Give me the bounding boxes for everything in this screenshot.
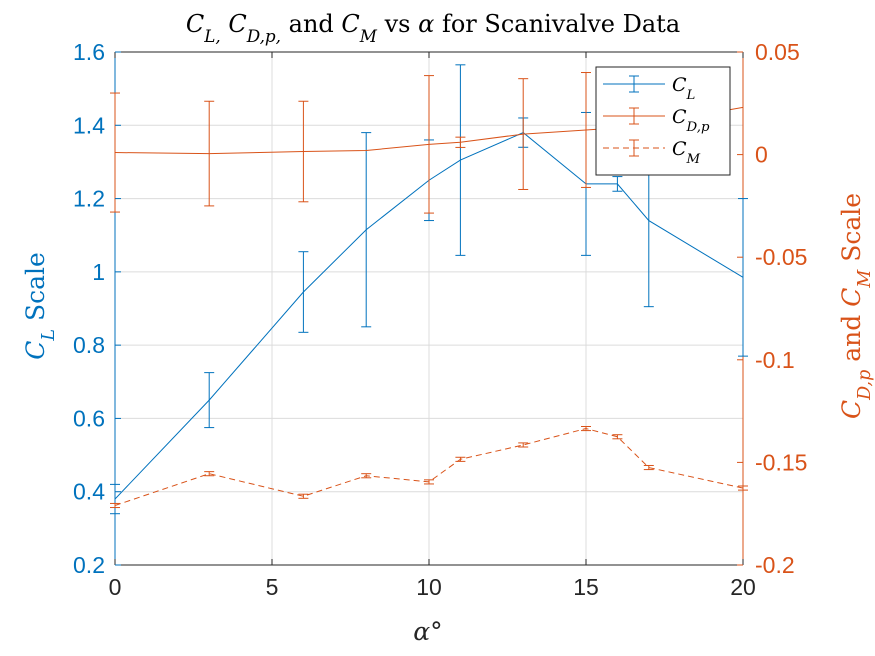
x-tick-label: 20 <box>730 574 756 600</box>
error-bar-cm <box>110 502 120 509</box>
legend-label: CL <box>672 74 696 103</box>
y-right-tick-label: 0 <box>755 142 768 168</box>
y-left-tick-label: 1.6 <box>73 39 105 65</box>
legend-item-cl: CL <box>603 74 696 103</box>
error-bar-cl <box>738 198 748 357</box>
error-bar-cl <box>110 483 120 515</box>
error-bar-cm <box>581 425 591 432</box>
error-bar-cm <box>455 456 466 462</box>
error-bar-cm <box>424 479 434 485</box>
error-bar-cdp <box>204 100 215 207</box>
y-right-tick-label: -0.1 <box>755 347 795 373</box>
error-bar-cl <box>298 251 309 333</box>
error-bar-cm <box>204 471 215 477</box>
series-layer <box>110 64 748 515</box>
error-bar-cm <box>361 473 372 479</box>
error-bar-cl <box>361 132 372 328</box>
y-left-tick-label: 0.8 <box>73 332 105 358</box>
legend-label: CD,p <box>672 106 710 135</box>
y-right-tick-label: -0.05 <box>755 244 807 270</box>
x-tick-label: 5 <box>266 574 279 600</box>
error-bar-cm <box>738 485 748 491</box>
error-bar-cl <box>455 64 466 256</box>
error-bar-cm <box>518 442 529 448</box>
y-left-tick-label: 0.2 <box>73 552 105 578</box>
legend-item-cm: CM <box>603 138 701 167</box>
x-tick-label: 10 <box>416 574 442 600</box>
error-bar-cm <box>643 464 654 471</box>
x-tick-label: 15 <box>573 574 599 600</box>
error-bar-cm <box>612 434 623 440</box>
ticks-layer: 0 5 10 15 20 0.2 0.4 0.6 0.8 1 1.2 1.4 1.6 -0.2 -0.15 -… <box>73 39 807 600</box>
error-bar-cdp <box>110 92 120 213</box>
error-bar-cl <box>612 176 623 192</box>
y-left-tick-label: 0.4 <box>73 479 105 505</box>
error-bar-cl <box>204 372 215 429</box>
y-right-tick-label: 0.05 <box>755 39 800 65</box>
legend: CL CD,p CM <box>595 66 731 176</box>
y-axis-left-label: CL Scale <box>21 252 59 360</box>
error-bar-cdp <box>518 78 529 190</box>
legend-item-cdp: CD,p <box>603 106 710 135</box>
x-axis-label: α° <box>413 617 442 646</box>
chart-title: CL, CD,p, and CM vs α for Scanivalve Dat… <box>186 10 680 46</box>
x-tick-label: 0 <box>109 574 122 600</box>
error-bar-cdp <box>455 136 466 148</box>
y-left-tick-label: 0.6 <box>73 405 105 431</box>
y-axis-right-label: CD,p and CM Scale <box>837 193 875 419</box>
y-left-tick-label: 1 <box>92 259 105 285</box>
y-right-tick-label: -0.2 <box>755 552 795 578</box>
series-cm <box>110 425 748 509</box>
error-bar-cdp <box>298 100 309 203</box>
error-bar-cdp <box>581 72 591 188</box>
error-bar-cm <box>298 493 309 499</box>
legend-label: CM <box>672 138 701 167</box>
y-right-tick-label: -0.15 <box>755 449 807 475</box>
error-bar-cdp <box>424 75 434 214</box>
legend-box <box>595 66 731 176</box>
y-left-tick-label: 1.2 <box>73 186 105 212</box>
y-left-tick-label: 1.4 <box>73 112 105 138</box>
